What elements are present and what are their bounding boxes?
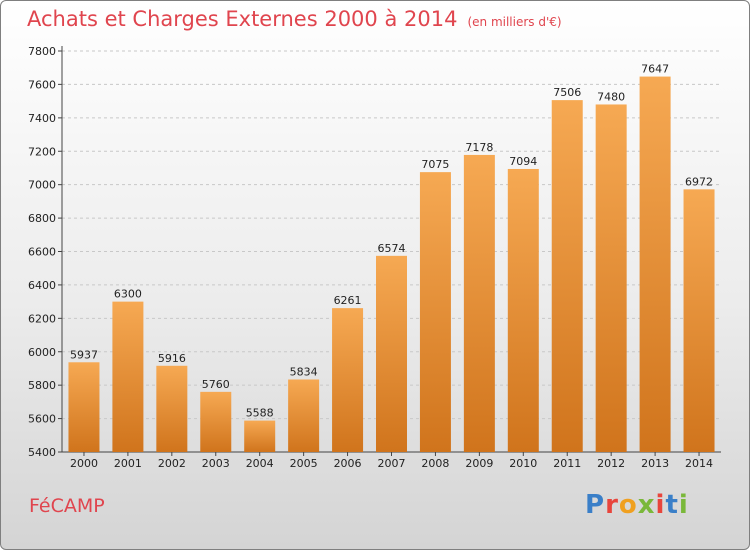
y-tick-label: 5400: [28, 446, 56, 459]
labels: 5400 5600 5800 6000 6200 6400 6600 6800 7000 7200…: [28, 45, 713, 470]
y-tick-label: 5800: [28, 379, 56, 392]
x-tick-label: 2012: [597, 457, 625, 470]
bar: [288, 379, 320, 452]
title-text: Achats et Charges Externes 2000 à 2014: [27, 7, 458, 31]
data-label: 7178: [465, 141, 493, 154]
y-tick-label: 6200: [28, 312, 56, 325]
data-label: 5937: [70, 348, 98, 361]
logo-letter: o: [618, 490, 638, 520]
y-tick-label: 6800: [28, 212, 56, 225]
logo-letter: t: [665, 490, 679, 520]
bar: [639, 76, 671, 452]
logo-letter: P: [585, 490, 606, 520]
y-tick-label: 7800: [28, 45, 56, 58]
bar: [200, 391, 232, 452]
data-label: 7647: [641, 63, 669, 76]
bar: [332, 308, 364, 452]
data-label: 5760: [202, 378, 230, 391]
x-tick-label: 2009: [465, 457, 493, 470]
x-tick-label: 2006: [334, 457, 362, 470]
y-tick-label: 7200: [28, 145, 56, 158]
logo-letter: i: [678, 490, 689, 520]
y-tick-label: 6000: [28, 346, 56, 359]
y-tick-label: 7600: [28, 78, 56, 91]
bar: [156, 365, 188, 452]
data-label: 5916: [158, 352, 186, 365]
x-tick-label: 2007: [378, 457, 406, 470]
y-tick-label: 6400: [28, 279, 56, 292]
bar: [68, 362, 100, 452]
x-tick-label: 2005: [290, 457, 318, 470]
x-tick-label: 2003: [202, 457, 230, 470]
x-tick-label: 2004: [246, 457, 274, 470]
data-label: 5834: [290, 365, 318, 378]
logo-letter: x: [637, 490, 656, 520]
bar: [463, 154, 495, 452]
x-tick-label: 2002: [158, 457, 186, 470]
unit-note: (en milliers d'€): [467, 15, 562, 29]
x-tick-label: 2013: [641, 457, 669, 470]
data-label: 6261: [334, 294, 362, 307]
logo-letter: r: [605, 490, 619, 520]
x-tick-label: 2000: [70, 457, 98, 470]
data-label: 6574: [378, 242, 406, 255]
y-tick-label: 7000: [28, 179, 56, 192]
data-label: 5588: [246, 407, 274, 420]
data-label: 7075: [421, 158, 449, 171]
data-label: 7480: [597, 90, 625, 103]
bar: [244, 420, 276, 452]
logo-letter: i: [655, 490, 666, 520]
bar: [507, 168, 539, 453]
x-tick-label: 2014: [685, 457, 713, 470]
x-tick-label: 2008: [421, 457, 449, 470]
proxiti-logo[interactable]: Proxiti: [585, 490, 689, 520]
bar: [595, 104, 627, 452]
y-tick-label: 5600: [28, 413, 56, 426]
data-label: 6300: [114, 288, 142, 301]
data-label: 7094: [509, 155, 537, 168]
chart-title: Achats et Charges Externes 2000 à 2014 (e…: [27, 7, 562, 31]
data-label: 6972: [685, 175, 713, 188]
x-tick-label: 2010: [509, 457, 537, 470]
bar: [112, 301, 144, 452]
city-name: FéCAMP: [29, 495, 105, 517]
bar: [419, 172, 451, 452]
x-tick-label: 2011: [553, 457, 581, 470]
y-tick-label: 6600: [28, 246, 56, 259]
bar: [683, 189, 715, 452]
bars: [68, 76, 715, 453]
y-tick-label: 7400: [28, 112, 56, 125]
data-label: 7506: [553, 86, 581, 99]
bar: [551, 100, 583, 452]
x-tick-label: 2001: [114, 457, 142, 470]
bar: [376, 255, 407, 452]
